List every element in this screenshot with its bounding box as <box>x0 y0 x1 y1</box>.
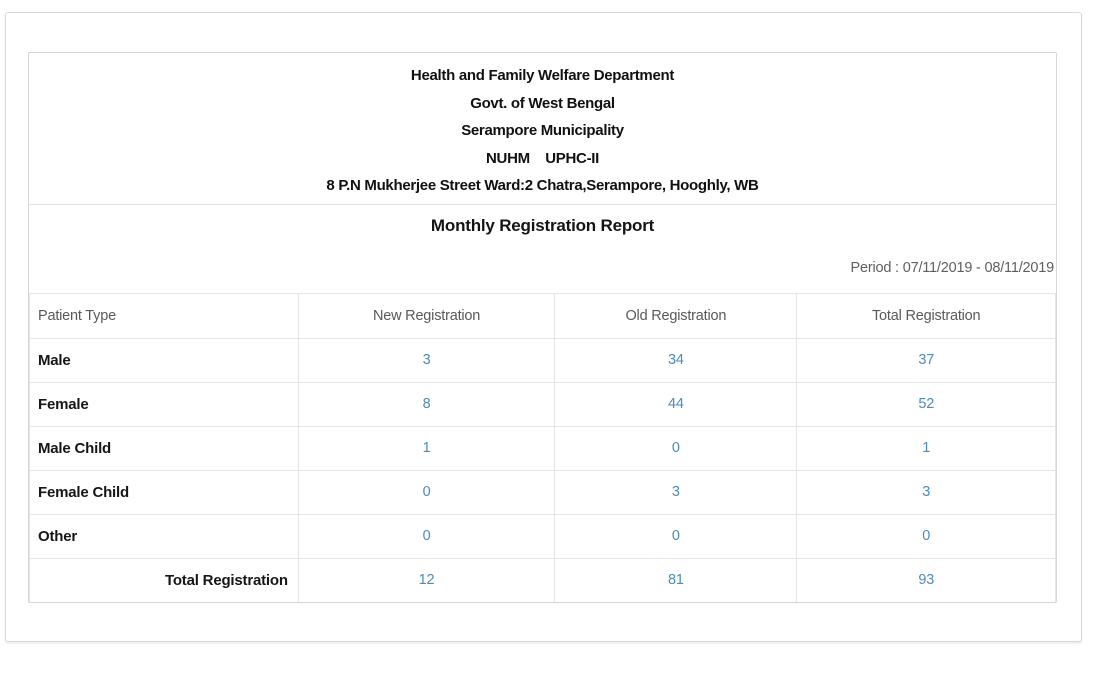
table-row-male: Male 3 34 37 <box>29 337 1056 383</box>
cell-total: 0 <box>796 513 1056 559</box>
org-line-facility: NUHM UPHC-II <box>486 149 599 167</box>
cell-new: 3 <box>297 337 556 383</box>
total-cell-new: 12 <box>297 557 556 602</box>
organization-header: Health and Family Welfare Department Gov… <box>29 53 1056 200</box>
table-row-other: Other 0 0 0 <box>29 513 1056 559</box>
org-line-government: Govt. of West Bengal <box>470 94 615 112</box>
header-divider <box>29 203 1056 205</box>
cell-old: 3 <box>554 469 798 515</box>
cell-old: 0 <box>554 513 798 559</box>
column-header-total-registration: Total Registration <box>796 292 1056 339</box>
cell-new: 0 <box>297 469 556 515</box>
total-cell-total: 93 <box>796 557 1056 602</box>
cell-total: 3 <box>796 469 1056 515</box>
total-row-label: Total Registration <box>29 557 299 602</box>
column-header-new-registration: New Registration <box>297 292 556 339</box>
cell-new: 8 <box>297 381 556 427</box>
table-row-male-child: Male Child 1 0 1 <box>29 425 1056 471</box>
table-row-female: Female 8 44 52 <box>29 381 1056 427</box>
org-line-municipality: Serampore Municipality <box>461 122 624 139</box>
row-label: Male <box>29 337 299 383</box>
table-row-total-registration: Total Registration 12 81 93 <box>29 557 1056 602</box>
cell-new: 1 <box>297 425 556 471</box>
org-line-address: 8 P.N Mukherjee Street Ward:2 Chatra,Ser… <box>326 177 759 194</box>
row-label: Female Child <box>29 469 299 515</box>
table-row-female-child: Female Child 0 3 3 <box>29 469 1056 515</box>
cell-total: 37 <box>796 337 1056 383</box>
report-period: Period : 07/11/2019 - 08/11/2019 <box>850 259 1055 276</box>
total-cell-old: 81 <box>554 557 798 602</box>
page-frame: Health and Family Welfare Department Gov… <box>5 12 1082 642</box>
row-label: Female <box>29 381 299 427</box>
registration-table: Patient Type New Registration Old Regist… <box>29 292 1056 602</box>
report-title: Monthly Registration Report <box>430 215 655 235</box>
cell-new: 0 <box>297 513 556 559</box>
column-header-old-registration: Old Registration <box>554 292 798 339</box>
cell-total: 1 <box>796 425 1056 471</box>
row-label: Other <box>29 513 299 559</box>
column-header-patient-type: Patient Type <box>29 292 299 339</box>
cell-old: 44 <box>554 381 798 427</box>
report-card: Health and Family Welfare Department Gov… <box>28 52 1057 603</box>
cell-old: 34 <box>554 337 798 383</box>
org-line-department: Health and Family Welfare Department <box>410 67 675 84</box>
table-header-row: Patient Type New Registration Old Regist… <box>29 292 1056 339</box>
cell-old: 0 <box>554 425 798 471</box>
cell-total: 52 <box>796 381 1056 427</box>
row-label: Male Child <box>29 425 299 471</box>
